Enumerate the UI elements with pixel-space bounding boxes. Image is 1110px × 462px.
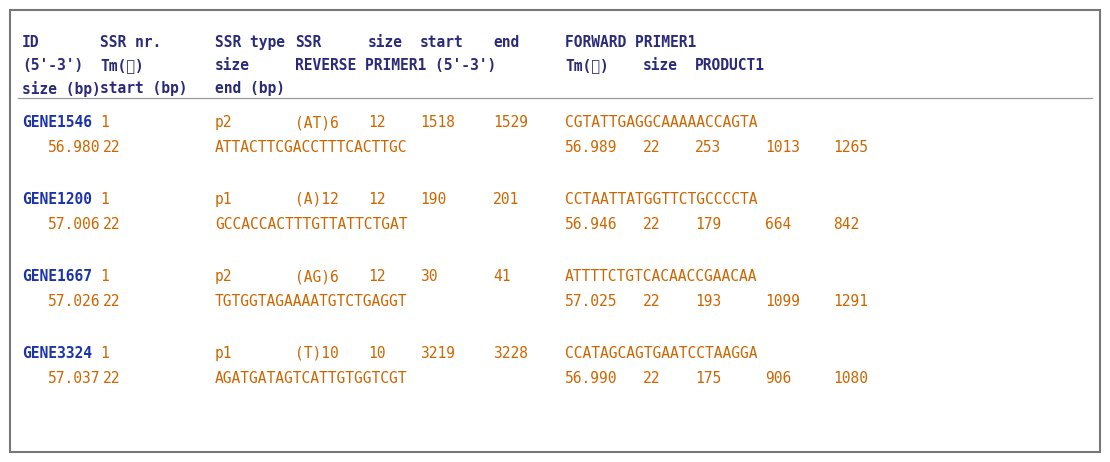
Text: (A)12: (A)12	[295, 192, 339, 207]
Text: 1518: 1518	[420, 115, 455, 130]
Text: 30: 30	[420, 269, 437, 284]
Text: 56.946: 56.946	[565, 217, 617, 232]
Text: 10: 10	[369, 346, 385, 361]
Text: SSR nr.: SSR nr.	[100, 35, 161, 50]
Text: 175: 175	[695, 371, 722, 386]
Text: 57.037: 57.037	[48, 371, 100, 386]
Text: start (bp): start (bp)	[100, 81, 188, 96]
Text: CCATAGCAGTGAATCCTAAGGA: CCATAGCAGTGAATCCTAAGGA	[565, 346, 757, 361]
Text: 56.980: 56.980	[48, 140, 100, 155]
Text: size: size	[369, 35, 403, 50]
Text: 1: 1	[100, 192, 109, 207]
Text: 1: 1	[100, 115, 109, 130]
Text: Tm(℃): Tm(℃)	[565, 58, 608, 73]
Text: (T)10: (T)10	[295, 346, 339, 361]
Text: (5'-3'): (5'-3')	[22, 58, 83, 73]
Text: 842: 842	[832, 217, 859, 232]
Text: ID: ID	[22, 35, 40, 50]
Text: 22: 22	[103, 294, 121, 309]
Text: 1291: 1291	[832, 294, 868, 309]
Text: 57.025: 57.025	[565, 294, 617, 309]
Text: 22: 22	[103, 371, 121, 386]
Text: Tm(℃): Tm(℃)	[100, 58, 144, 73]
Text: GENE1546: GENE1546	[22, 115, 92, 130]
Text: 41: 41	[493, 269, 511, 284]
Text: 22: 22	[643, 371, 660, 386]
Text: 56.989: 56.989	[565, 140, 617, 155]
Text: 1099: 1099	[765, 294, 800, 309]
Text: ATTACTTCGACCTTTCACTTGC: ATTACTTCGACCTTTCACTTGC	[215, 140, 407, 155]
Text: 1013: 1013	[765, 140, 800, 155]
Text: p1: p1	[215, 192, 232, 207]
Text: 1080: 1080	[832, 371, 868, 386]
Text: ATTTTCTGTCACAACCGAACAA: ATTTTCTGTCACAACCGAACAA	[565, 269, 757, 284]
Text: start: start	[420, 35, 464, 50]
Text: 57.006: 57.006	[48, 217, 100, 232]
Text: GCCACCACTTTGTTATTCTGAT: GCCACCACTTTGTTATTCTGAT	[215, 217, 407, 232]
Text: 190: 190	[420, 192, 446, 207]
Text: 22: 22	[643, 217, 660, 232]
Text: 1: 1	[100, 346, 109, 361]
Text: 56.990: 56.990	[565, 371, 617, 386]
Text: REVERSE PRIMER1 (5'-3'): REVERSE PRIMER1 (5'-3')	[295, 58, 496, 73]
Text: size (bp): size (bp)	[22, 81, 101, 97]
Text: SSR type: SSR type	[215, 35, 285, 50]
Text: p2: p2	[215, 269, 232, 284]
Text: 12: 12	[369, 192, 385, 207]
Text: 3228: 3228	[493, 346, 528, 361]
Text: end: end	[493, 35, 519, 50]
Text: p1: p1	[215, 346, 232, 361]
Text: 201: 201	[493, 192, 519, 207]
Text: (AT)6: (AT)6	[295, 115, 339, 130]
Text: 1529: 1529	[493, 115, 528, 130]
Text: GENE3324: GENE3324	[22, 346, 92, 361]
Text: 193: 193	[695, 294, 722, 309]
Text: AGATGATAGTCATTGTGGTCGT: AGATGATAGTCATTGTGGTCGT	[215, 371, 407, 386]
Text: size: size	[643, 58, 678, 73]
Text: (AG)6: (AG)6	[295, 269, 339, 284]
Text: 3219: 3219	[420, 346, 455, 361]
Text: CGTATTGAGGCAAAAACCAGTA: CGTATTGAGGCAAAAACCAGTA	[565, 115, 757, 130]
Text: 664: 664	[765, 217, 791, 232]
Text: SSR: SSR	[295, 35, 321, 50]
Text: end (bp): end (bp)	[215, 81, 285, 96]
Text: 179: 179	[695, 217, 722, 232]
Text: 57.026: 57.026	[48, 294, 100, 309]
Text: PRODUCT1: PRODUCT1	[695, 58, 765, 73]
Text: size: size	[215, 58, 250, 73]
Text: 12: 12	[369, 115, 385, 130]
Text: GENE1200: GENE1200	[22, 192, 92, 207]
Text: 22: 22	[103, 217, 121, 232]
Text: CCTAATTATGGTTCTGCCCCTA: CCTAATTATGGTTCTGCCCCTA	[565, 192, 757, 207]
Text: 1265: 1265	[832, 140, 868, 155]
Text: GENE1667: GENE1667	[22, 269, 92, 284]
Text: 253: 253	[695, 140, 722, 155]
Text: 1: 1	[100, 269, 109, 284]
Text: 12: 12	[369, 269, 385, 284]
Text: 22: 22	[643, 140, 660, 155]
Text: 906: 906	[765, 371, 791, 386]
Text: p2: p2	[215, 115, 232, 130]
Text: 22: 22	[103, 140, 121, 155]
Text: FORWARD PRIMER1: FORWARD PRIMER1	[565, 35, 696, 50]
Text: 22: 22	[643, 294, 660, 309]
Text: TGTGGTAGAAAATGTCTGAGGT: TGTGGTAGAAAATGTCTGAGGT	[215, 294, 407, 309]
